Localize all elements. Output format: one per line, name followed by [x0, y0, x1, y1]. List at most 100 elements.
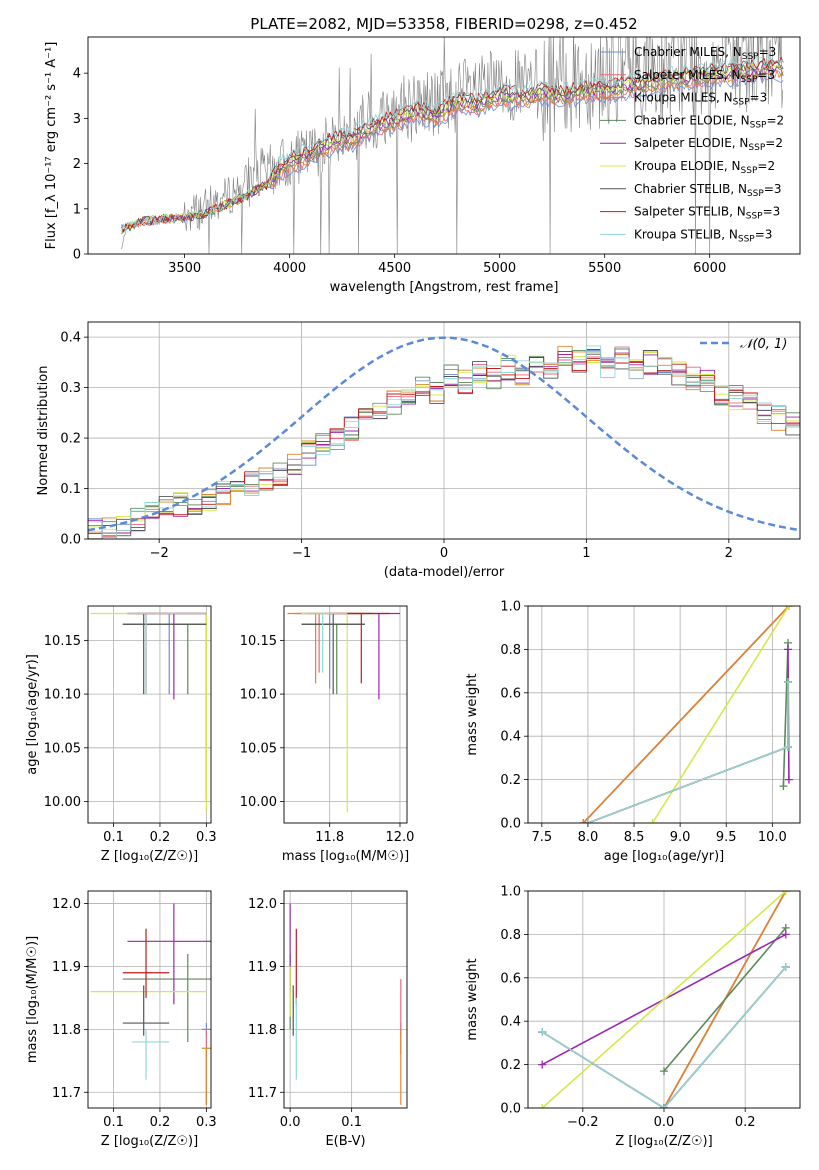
- y-tick-label: 0.8: [500, 643, 521, 658]
- y-tick-label: 10.00: [240, 795, 277, 810]
- mass-weight-line: [587, 682, 789, 823]
- x-tick-label: −1: [292, 546, 311, 561]
- y-tick-label: 11.7: [248, 1086, 277, 1101]
- x-tick-label: 4000: [273, 261, 306, 276]
- x-tick-label: 0.1: [103, 830, 124, 845]
- x-tick-label: 0.2: [150, 830, 171, 845]
- axes-frame: [283, 890, 408, 1109]
- mass-weight-line: [782, 642, 789, 787]
- x-tick-label: −0.2: [567, 1115, 599, 1130]
- axes-frame: [527, 890, 801, 1109]
- grid: [88, 891, 211, 1108]
- y-tick-label: 10.10: [44, 688, 81, 703]
- y-tick-label: 3: [73, 112, 81, 127]
- legend: 𝒩(0, 1): [700, 337, 787, 352]
- plot-area: [289, 903, 402, 1105]
- y-tick-label: 12.0: [52, 897, 81, 912]
- mass-weight-point: [784, 743, 793, 752]
- x-tick-label: 4500: [378, 261, 411, 276]
- x-tick-label: 0.1: [103, 1115, 124, 1130]
- mass-weight-point: [579, 819, 588, 823]
- mass-weight-point: [784, 677, 793, 686]
- y-tick-label: 0.2: [60, 432, 81, 447]
- y-tick-label: 1: [73, 202, 81, 217]
- mass-weight-line: [587, 682, 789, 823]
- y-tick-label: 11.9: [52, 960, 81, 975]
- axes-frame: [87, 321, 801, 540]
- y-tick-label: 0.4: [500, 1015, 521, 1030]
- mass-weight-point: [660, 1067, 668, 1076]
- legend-entry: Chabrier STELIB, NSSP=3: [634, 182, 782, 199]
- x-tick-label: 11.8: [315, 830, 344, 845]
- legend-entry: Kroupa MILES, NSSP=3: [634, 91, 767, 108]
- plot-area: [121, 37, 784, 254]
- y-tick-label: 0.4: [500, 730, 521, 745]
- axes-frame: [283, 605, 408, 824]
- y-tick-label: 0.0: [500, 817, 521, 832]
- x-tick-label: 0.0: [280, 1115, 301, 1130]
- mass-weight-point: [781, 930, 790, 939]
- legend-entry: Kroupa ELODIE, NSSP=2: [634, 159, 775, 176]
- y-tick-label: 11.8: [248, 1023, 277, 1038]
- legend-entry: Chabrier MILES, NSSP=3: [634, 45, 776, 62]
- data-spectrum-line: [121, 37, 784, 254]
- mass-weight-point: [784, 775, 793, 784]
- legend-entry: Salpeter STELIB, NSSP=3: [634, 205, 780, 222]
- figure-title: PLATE=2082, MJD=53358, FIBERID=0298, z=0…: [250, 15, 637, 33]
- y-axis-label: mass [log₁₀(M/M☉)]: [25, 936, 40, 1063]
- grid: [284, 606, 407, 823]
- mass-weight-point: [784, 645, 793, 654]
- x-tick-label: 1: [582, 546, 590, 561]
- y-axis-label: age [log₁₀(age/yr)]: [25, 654, 40, 775]
- axes-frame: [87, 605, 212, 824]
- y-tick-label: 10.15: [44, 634, 81, 649]
- y-axis-label: Normed distribution: [36, 366, 51, 496]
- model-spectrum-line: [121, 65, 784, 233]
- x-axis-label: Z [log₁₀(Z/Z☉)]: [101, 1134, 198, 1149]
- axes-frame: [87, 36, 801, 255]
- x-tick-label: 6000: [693, 261, 726, 276]
- y-tick-label: 10.05: [240, 741, 277, 756]
- model-spectrum-line: [121, 68, 784, 232]
- plot-area: [538, 891, 790, 1108]
- x-tick-label: 0.0: [654, 1115, 675, 1130]
- panel-mass_vs_Z: 0.1 0.2 0.3 11.7 11.8 11.9 12.0 Z [log₁₀(Z/Z☉)]…: [25, 890, 217, 1149]
- legend-entry: Salpeter ELODIE, NSSP=2: [634, 136, 783, 153]
- panel-spectrum: 3500 4000 4500 5000 5500 6000 0 1 2 3 4 wavelength …: [44, 36, 801, 295]
- y-tick-label: 0.4: [60, 331, 81, 346]
- x-tick-label: 0.1: [341, 1115, 362, 1130]
- axes-frame: [87, 890, 212, 1109]
- y-tick-label: 0.8: [500, 928, 521, 943]
- x-tick-label: 5000: [483, 261, 516, 276]
- mass-weight-line: [541, 966, 787, 1108]
- plot-area: [88, 336, 800, 539]
- mass-weight-line: [541, 891, 787, 1108]
- grid: [88, 606, 211, 823]
- gaussian-curve: [88, 336, 800, 532]
- y-axis-label: mass weight: [465, 673, 480, 755]
- y-tick-label: 11.8: [52, 1023, 81, 1038]
- model-spectrum-line: [121, 56, 784, 233]
- y-tick-label: 0.2: [500, 773, 521, 788]
- y-tick-label: 10.10: [240, 688, 277, 703]
- y-axis-label: Flux [f_λ 10⁻¹⁷ erg cm⁻² s⁻¹ A⁻¹]: [44, 42, 59, 250]
- y-tick-label: 0: [73, 248, 81, 263]
- x-tick-label: 10.0: [758, 830, 787, 845]
- mass-weight-point: [781, 891, 790, 895]
- axes-frame: [527, 605, 801, 824]
- histogram-line: [88, 350, 800, 539]
- panel-mass_weight_vs_Z: −0.2 0.0 0.2 0.0 0.2 0.4 0.6 0.8 1.0 Z [log₁₀(Z/Z…: [465, 885, 801, 1149]
- grid: [88, 322, 800, 540]
- x-tick-label: 0: [440, 546, 448, 561]
- grid: [284, 891, 407, 1108]
- plot-area: [90, 612, 207, 813]
- x-axis-label: Z [log₁₀(Z/Z☉)]: [101, 849, 198, 864]
- y-tick-label: 0.3: [60, 381, 81, 396]
- y-tick-label: 11.7: [52, 1086, 81, 1101]
- mass-weight-point: [583, 819, 592, 823]
- model-spectrum-line: [121, 59, 784, 235]
- mass-weight-point: [538, 1104, 547, 1108]
- x-axis-label: E(B-V): [325, 1134, 365, 1149]
- plot-area: [90, 903, 211, 1105]
